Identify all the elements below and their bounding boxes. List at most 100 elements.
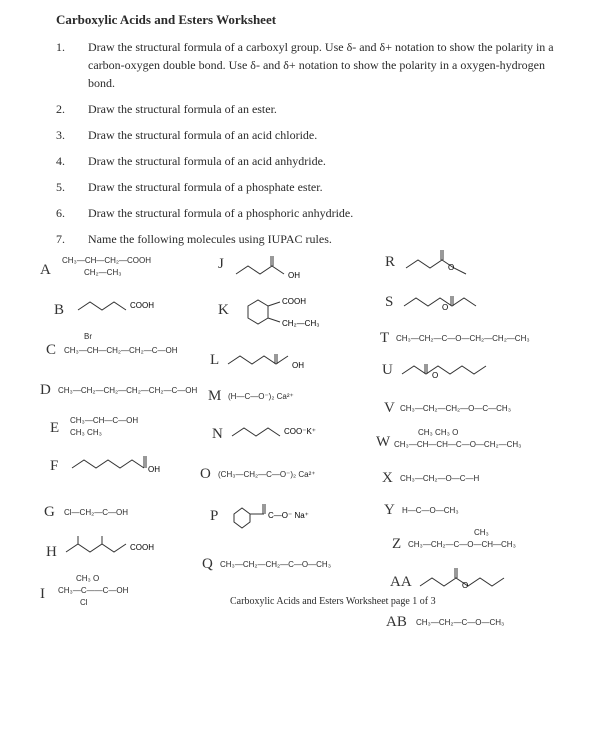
question-row: 4.Draw the structural formula of an acid… xyxy=(56,152,554,170)
mol-O: (CH₃—CH₂—C—O⁻)₂ Ca²⁺ xyxy=(218,470,315,480)
title: Carboxylic Acids and Esters Worksheet xyxy=(56,12,554,28)
q-text: Draw the structural formula of an ester. xyxy=(88,100,554,118)
label-M: M xyxy=(208,388,221,405)
mol-T: CH₃—CH₂—C—O—CH₂—CH₂—CH₃ xyxy=(396,334,530,344)
q-text: Name the following molecules using IUPAC… xyxy=(88,230,554,248)
mol-W2: CH₃—CH—CH—C—O—CH₂—CH₃ xyxy=(394,440,521,450)
label-L: L xyxy=(210,352,219,369)
svg-text:O: O xyxy=(462,581,468,590)
label-S: S xyxy=(385,294,393,311)
mol-F: OH xyxy=(70,448,170,478)
svg-text:OH: OH xyxy=(148,465,160,474)
svg-text:O: O xyxy=(448,263,454,272)
mol-E2: CH₃ CH₃ xyxy=(70,428,102,438)
svg-text:COOH: COOH xyxy=(130,543,154,552)
mol-AA: O xyxy=(418,566,538,594)
mol-L: OH xyxy=(226,344,326,374)
label-V: V xyxy=(384,400,395,417)
svg-text:COOH: COOH xyxy=(130,301,154,310)
label-Q: Q xyxy=(202,556,213,573)
mol-H: COOH xyxy=(64,534,174,562)
label-X: X xyxy=(382,470,393,487)
mol-K: COOH CH₂—CH₃ xyxy=(236,292,326,332)
question-row: 2.Draw the structural formula of an este… xyxy=(56,100,554,118)
label-A: A xyxy=(40,262,51,279)
svg-text:O: O xyxy=(442,303,448,312)
svg-text:COO⁻K⁺: COO⁻K⁺ xyxy=(284,427,316,436)
label-O: O xyxy=(200,466,211,483)
label-G: G xyxy=(44,504,55,521)
mol-I1: CH₃ O xyxy=(76,574,99,584)
label-K: K xyxy=(218,302,229,319)
label-Y: Y xyxy=(384,502,395,519)
mol-P: C—O⁻ Na⁺ xyxy=(228,498,338,530)
svg-text:COOH: COOH xyxy=(282,297,306,306)
mol-I2: CH₃—C——C—OH xyxy=(58,586,128,596)
mol-N: COO⁻K⁺ xyxy=(230,418,330,444)
mol-B: COOH xyxy=(76,292,166,320)
label-R: R xyxy=(385,254,395,271)
mol-Y: H—C—O—CH₃ xyxy=(402,506,459,516)
label-N: N xyxy=(212,426,223,443)
q-text: Draw the structural formula of an acid a… xyxy=(88,152,554,170)
mol-S: O xyxy=(402,286,512,314)
molecule-grid: A CH₃—CH—CH₂—COOH CH₂—CH₃ B COOH C Br CH… xyxy=(40,256,550,716)
mol-AB: CH₃—CH₂—C—O—CH₃ xyxy=(416,618,504,628)
label-Z: Z xyxy=(392,536,401,553)
mol-Z2: CH₃—CH₂—C—O—CH—CH₃ xyxy=(408,540,516,550)
label-P: P xyxy=(210,508,218,525)
mol-A1: CH₃—CH—CH₂—COOH xyxy=(62,256,151,266)
label-T: T xyxy=(380,330,389,347)
label-AA: AA xyxy=(390,574,412,591)
mol-J: OH xyxy=(234,252,324,282)
q-num: 4. xyxy=(56,152,88,170)
q-num: 7. xyxy=(56,230,88,248)
question-row: 5.Draw the structural formula of a phosp… xyxy=(56,178,554,196)
q-num: 5. xyxy=(56,178,88,196)
q-text: Draw the structural formula of a phospha… xyxy=(88,178,554,196)
label-H: H xyxy=(46,544,57,561)
q-num: 3. xyxy=(56,126,88,144)
mol-C1: Br xyxy=(84,332,92,342)
question-row: 1.Draw the structural formula of a carbo… xyxy=(56,38,554,92)
label-B: B xyxy=(54,302,64,319)
mol-D: CH₃—CH₂—CH₂—CH₂—CH₂—C—OH xyxy=(58,386,197,396)
label-U: U xyxy=(382,362,393,379)
mol-U: O xyxy=(400,354,510,382)
mol-X: CH₃—CH₂—O—C—H xyxy=(400,474,479,484)
q-text: Draw the structural formula of a phospho… xyxy=(88,204,554,222)
mol-M: (H—C—O⁻)₂ Ca²⁺ xyxy=(228,392,294,402)
label-AB: AB xyxy=(386,614,407,631)
question-row: 7.Name the following molecules using IUP… xyxy=(56,230,554,248)
mol-Q: CH₃—CH₂—CH₂—C—O—CH₃ xyxy=(220,560,331,570)
mol-C2: CH₃—CH—CH₂—CH₂—C—OH xyxy=(64,346,177,356)
worksheet-page: Carboxylic Acids and Esters Worksheet 1.… xyxy=(0,0,594,736)
label-E: E xyxy=(50,420,59,437)
mol-R: O xyxy=(404,248,504,276)
label-I: I xyxy=(40,586,45,603)
label-J: J xyxy=(218,256,224,273)
mol-Z1: CH₃ xyxy=(474,528,489,538)
q-num: 1. xyxy=(56,38,88,92)
question-row: 6.Draw the structural formula of a phosp… xyxy=(56,204,554,222)
svg-text:CH₂—CH₃: CH₂—CH₃ xyxy=(282,319,319,328)
mol-E1: CH₃—CH—C—OH xyxy=(70,416,138,426)
mol-V: CH₃—CH₂—CH₂—O—C—CH₃ xyxy=(400,404,511,414)
page-footer: Carboxylic Acids and Esters Worksheet pa… xyxy=(230,596,436,607)
svg-text:OH: OH xyxy=(292,361,304,370)
q-num: 6. xyxy=(56,204,88,222)
label-C: C xyxy=(46,342,56,359)
q-text: Draw the structural formula of a carboxy… xyxy=(88,38,554,92)
label-F: F xyxy=(50,458,58,475)
mol-A2: CH₂—CH₃ xyxy=(84,268,121,278)
svg-text:OH: OH xyxy=(288,271,300,280)
q-text: Draw the structural formula of an acid c… xyxy=(88,126,554,144)
svg-text:O: O xyxy=(432,371,438,380)
question-row: 3.Draw the structural formula of an acid… xyxy=(56,126,554,144)
mol-G: Cl—CH₂—C—OH xyxy=(64,508,128,518)
label-W: W xyxy=(376,434,390,451)
label-D: D xyxy=(40,382,51,399)
svg-text:C—O⁻ Na⁺: C—O⁻ Na⁺ xyxy=(268,511,309,520)
question-list: 1.Draw the structural formula of a carbo… xyxy=(56,38,554,248)
mol-I3: Cl xyxy=(80,598,88,608)
